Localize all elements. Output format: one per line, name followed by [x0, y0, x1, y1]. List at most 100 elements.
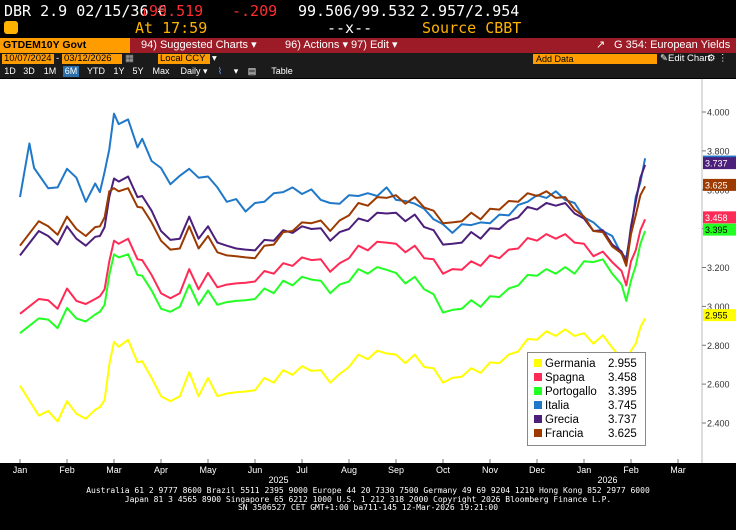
last-value-label-portogallo: 3.395 — [705, 225, 728, 235]
x-tick-label: Nov — [481, 465, 498, 475]
popout-icon[interactable]: ↗ — [596, 39, 606, 51]
x-tick-label: Feb — [623, 465, 639, 475]
last-price: ↓99.519 — [140, 2, 204, 20]
edit-chart-button[interactable]: Edit Chart — [668, 53, 711, 64]
period-row: 1D 3D 1M 6M YTD 1Y 5Y Max Daily ▾ ⌇ ▾ ▤ … — [0, 65, 736, 78]
price-change: -.209 — [232, 2, 278, 20]
legend-swatch — [534, 429, 542, 437]
chart-legend: Germania 2.955 Spagna 3.458 Portogallo 3.395 I… — [527, 352, 646, 446]
y-tick-label: 3.800 — [707, 146, 730, 156]
y-tick-label: 2.400 — [707, 419, 730, 429]
security-name: DBR 2.9 02/15/36 € — [4, 2, 167, 20]
last-value-label-francia: 3.625 — [705, 180, 728, 190]
last-value-label-germania: 2.955 — [705, 311, 728, 321]
legend-item: Grecia 3.737 — [534, 413, 637, 427]
legend-label: Italia — [545, 400, 570, 412]
legend-value: 2.955 — [608, 358, 637, 370]
last-value-box-portogallo — [703, 223, 736, 236]
actions-menu[interactable]: 96) Actions ▾ — [285, 39, 348, 51]
y-tick-label: 2.800 — [707, 341, 730, 351]
yield-bid-ask: 2.957/2.954 — [420, 2, 520, 20]
x-tick-label: Aug — [340, 465, 357, 475]
x-tick-label: Jul — [296, 465, 308, 475]
x-tick-label: Jun — [247, 465, 263, 475]
bid-ask: 99.506/99.532 — [298, 2, 416, 20]
series-line-germania — [19, 317, 646, 423]
end-date-field[interactable]: 03/12/2026 — [62, 54, 122, 64]
legend-value: 3.625 — [608, 428, 637, 440]
footer-copyright: Japan 81 3 4565 8900 Singapore 65 6212 1… — [124, 494, 612, 504]
calendar-icon[interactable]: ▦ — [125, 53, 134, 64]
x-tick-label: Feb — [59, 465, 75, 475]
last-value-label-spagna: 3.458 — [705, 213, 728, 223]
y-tick-label: 2.600 — [707, 380, 730, 390]
legend-label: Francia — [545, 428, 584, 440]
legend-value: 3.395 — [608, 386, 637, 398]
currency-dropdown-icon[interactable]: ▾ — [212, 53, 217, 64]
legend-value: 3.458 — [608, 372, 637, 384]
more-icon[interactable]: ⋮ — [718, 53, 728, 64]
quote-time: At 17:59 — [135, 19, 208, 37]
series-line-spagna — [19, 218, 647, 315]
period-max[interactable]: Max — [152, 66, 170, 76]
legend-swatch — [534, 401, 542, 409]
legend-label: Grecia — [545, 414, 579, 426]
period-1m[interactable]: 1M — [43, 66, 57, 76]
chart-type-icon[interactable]: ▾ — [233, 66, 239, 76]
x-tick-label: May — [199, 465, 217, 475]
legend-swatch — [534, 373, 542, 381]
x-tick-label: Sep — [387, 465, 404, 475]
ticker-field[interactable]: GTDEM10Y Govt — [0, 38, 130, 53]
currency-select[interactable]: Local CCY — [158, 54, 210, 64]
suggested-charts-menu[interactable]: 94) Suggested Charts ▾ — [141, 39, 257, 51]
tv-icon[interactable] — [4, 21, 18, 34]
legend-item: Italia 3.745 — [534, 399, 637, 413]
legend-item: Portogallo 3.395 — [534, 385, 637, 399]
legend-item: Francia 3.625 — [534, 427, 637, 441]
x-tick-label: Oct — [435, 465, 450, 475]
period-5y[interactable]: 5Y — [132, 66, 144, 76]
add-data-field[interactable]: Add Data — [533, 54, 657, 64]
period-3d[interactable]: 3D — [23, 66, 35, 76]
y-tick-label: 3.000 — [707, 302, 730, 312]
page-title: G 354: European Yields — [614, 39, 731, 51]
legend-swatch — [534, 387, 542, 395]
y-tick-label: 3.200 — [707, 263, 730, 273]
x-tick-label: Mar — [106, 465, 122, 475]
period-1y[interactable]: 1Y — [113, 66, 125, 76]
x-tick-label: Dec — [528, 465, 545, 475]
last-value-box-grecia — [703, 157, 736, 170]
legend-value: 3.737 — [608, 414, 637, 426]
series-line-italia — [19, 112, 647, 259]
function-bar: GTDEM10Y Govt 94) Suggested Charts ▾ 96)… — [0, 38, 736, 53]
x-tick-label: Apr — [153, 465, 168, 475]
series-line-portogallo — [19, 230, 647, 334]
x-tick-label: Jan — [12, 465, 28, 475]
last-value-label-grecia: 3.737 — [705, 159, 728, 169]
price-source: Source CBBT — [422, 19, 522, 37]
legend-item: Spagna 3.458 — [534, 371, 637, 385]
quote-header: DBR 2.9 02/15/36 € ↓99.519 -.209 99.506/… — [0, 0, 736, 38]
line-chart-icon[interactable]: ⌇ — [217, 66, 223, 76]
start-date-field[interactable]: 10/07/2024 — [2, 54, 54, 64]
legend-value: 3.745 — [608, 400, 637, 412]
date-separator: - — [56, 53, 60, 64]
edit-menu[interactable]: 97) Edit ▾ — [351, 39, 398, 51]
footer: Australia 61 2 9777 8600 Brazil 5511 239… — [0, 486, 736, 530]
period-6m[interactable]: 6M — [63, 66, 79, 77]
frequency-select[interactable]: Daily ▾ — [180, 66, 208, 76]
edit-chart-icon[interactable]: ✎ — [660, 53, 668, 64]
table-button[interactable]: Table — [271, 66, 293, 76]
x-year-label: 2026 — [597, 475, 618, 485]
period-1d[interactable]: 1D — [4, 66, 16, 76]
legend-label: Germania — [545, 358, 596, 370]
footer-contacts: Australia 61 2 9777 8600 Brazil 5511 239… — [86, 486, 650, 495]
last-value-box-francia — [703, 178, 736, 191]
series-line-grecia — [19, 164, 647, 264]
x-year-label: 2025 — [268, 475, 289, 485]
grid-icon[interactable]: ▤ — [247, 66, 257, 76]
period-ytd[interactable]: YTD — [87, 66, 105, 76]
x-tick-label: Jan — [576, 465, 592, 475]
legend-label: Portogallo — [545, 386, 597, 398]
settings-icon[interactable]: ⚙ — [707, 53, 716, 64]
